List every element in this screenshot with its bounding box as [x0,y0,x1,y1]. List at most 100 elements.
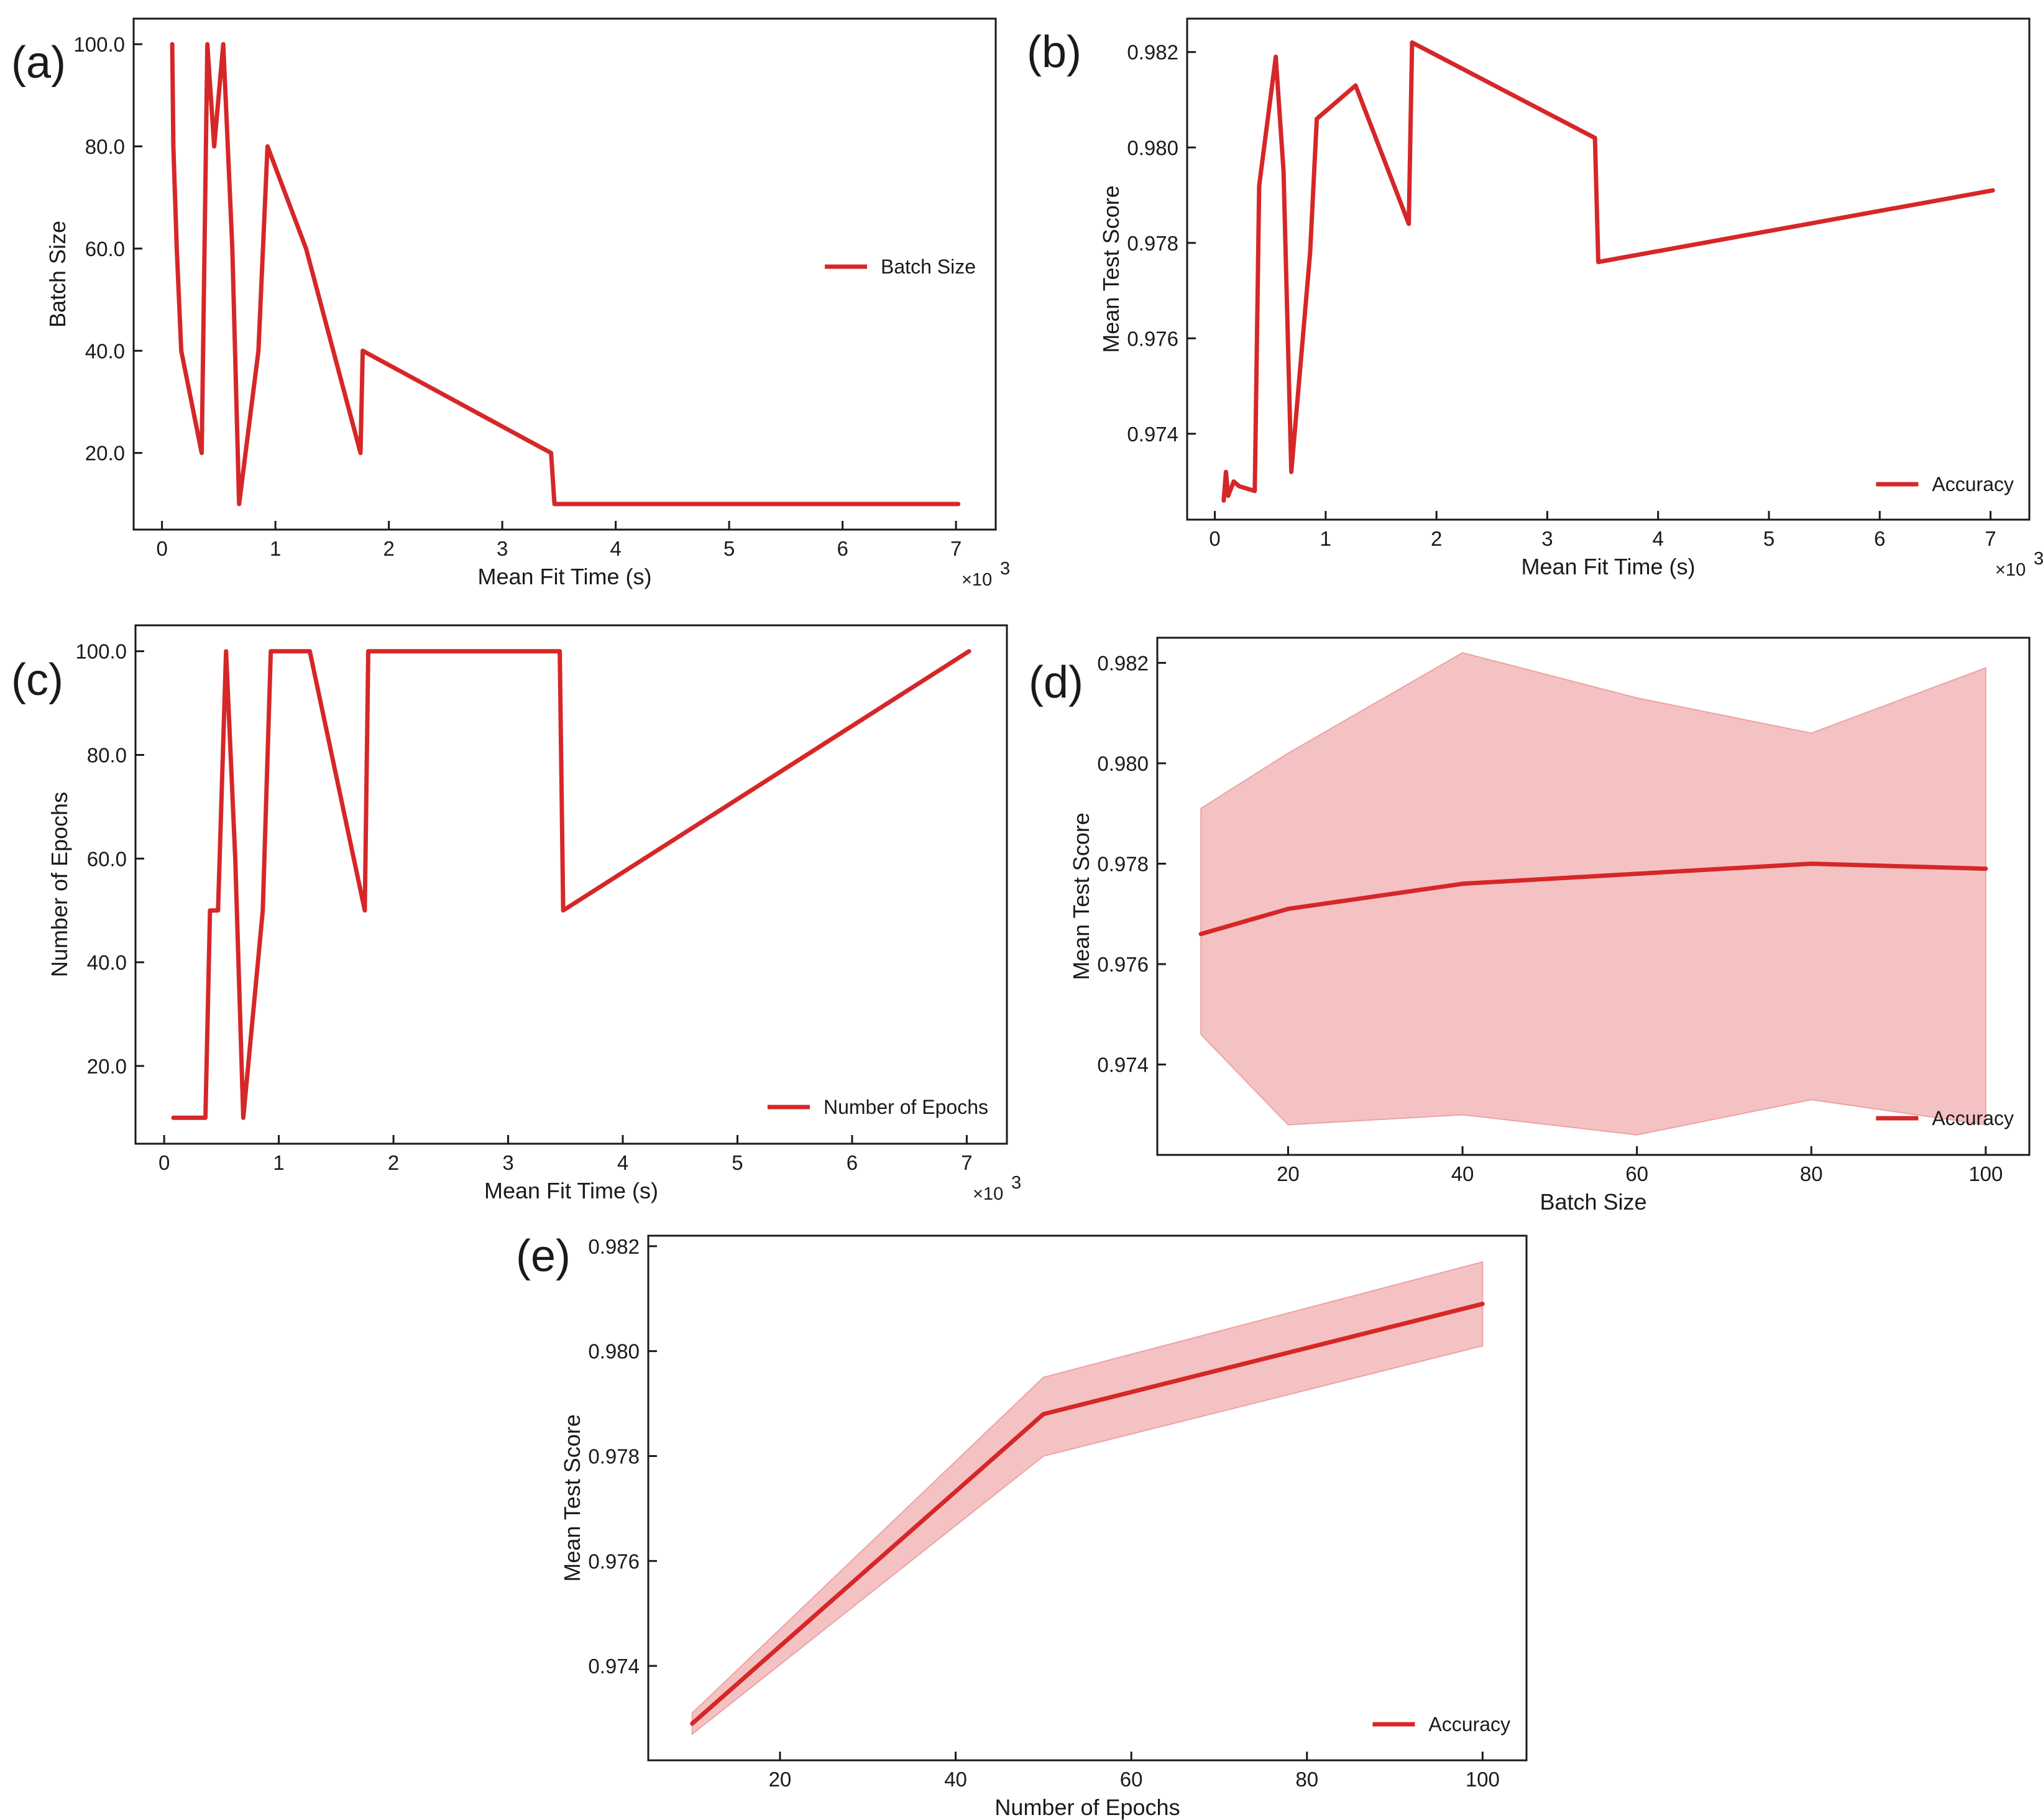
x-axis-label: Mean Fit Time (s) [477,564,651,589]
y-tick-label: 0.978 [588,1445,640,1468]
data-point [968,650,970,653]
x-tick-label: 7 [961,1151,972,1174]
data-point [367,650,370,653]
data-point [206,43,209,45]
x-axis-label: Batch Size [1540,1189,1646,1215]
x-tick-label: 5 [723,537,735,560]
y-tick-label: 100.0 [73,33,125,56]
y-tick-label: 100.0 [75,640,127,663]
data-point [1282,170,1285,173]
data-point [1597,261,1600,264]
y-tick-label: 0.976 [1097,953,1149,976]
series-line [1221,40,1995,503]
data-point [238,503,241,505]
data-point [1594,137,1596,139]
y-tick-label: 20.0 [85,442,125,465]
x-tick-label: 2 [383,537,394,560]
series-line [170,42,961,507]
x-multiplier-label: ×10 [1995,560,2026,580]
x-tick-label: 100 [1466,1768,1500,1791]
data-point [257,349,260,352]
plot-frame [134,624,1008,1145]
legend-label: Batch Size [881,255,976,278]
data-point [1309,251,1311,254]
x-axis-label: Mean Fit Time (s) [1521,554,1695,579]
y-tick-label: 0.974 [1127,423,1178,446]
data-point [217,909,219,912]
x-tick-label: 6 [837,537,848,560]
y-tick-label: 0.980 [1127,136,1178,159]
data-point [1316,117,1318,120]
data-point [305,247,307,250]
data-point [231,247,234,250]
x-tick-label: 4 [617,1151,628,1174]
chart-panel-a: 0 1 2 3 4 5 6 7 20.0 40.0 60.0 80.0 100.0 Mean Fit Ti… [11,17,1010,590]
y-tick-label: 80.0 [87,744,127,767]
x-multiplier-label: ×10 [962,570,992,590]
x-tick-label: 80 [1800,1162,1823,1185]
series-line [690,1302,1485,1726]
x-tick-label: 2 [1431,527,1442,550]
y-tick-label: 0.982 [1097,651,1149,674]
legend-label: Accuracy [1932,473,2014,495]
data-point [308,650,311,653]
x-tick-label: 6 [1874,527,1885,550]
panel-label: (b) [1027,27,1081,77]
y-tick-label: 0.978 [1097,852,1149,875]
y-tick-label: 0.974 [1097,1054,1149,1077]
chart-panel-c: 0 1 2 3 4 5 6 7 20.0 40.0 60.0 80.0 100.0 Mean Fit Ti… [11,624,1021,1204]
data-point [270,650,272,653]
x-multiplier-exponent: 3 [1011,1173,1021,1193]
plot-frame [647,1234,1528,1762]
y-tick-label: 40.0 [85,339,125,362]
data-point [201,452,203,454]
data-point [1224,471,1227,473]
data-point [171,43,173,45]
data-point [180,349,183,352]
x-multiplier-label: ×10 [973,1184,1003,1204]
x-tick-label: 100 [1968,1162,2003,1185]
y-tick-label: 60.0 [85,237,125,260]
confidence-band [1200,652,1986,1136]
data-point [1408,223,1410,225]
x-tick-label: 4 [1653,527,1664,550]
y-tick-label: 0.976 [588,1550,640,1573]
x-tick-label: 60 [1120,1768,1143,1791]
series-line [171,649,971,1120]
confidence-band [691,1261,1484,1735]
legend-label: Number of Epochs [824,1096,988,1118]
data-point [957,503,960,505]
x-multiplier-exponent: 3 [1000,559,1010,579]
series-line [1198,862,1988,937]
data-point [225,650,227,653]
data-point [262,909,264,912]
data-point [172,145,175,148]
data-point [1042,1413,1045,1415]
data-point [359,452,362,454]
data-point [213,145,216,148]
plot-frame [1156,637,2031,1156]
data-point [1254,490,1256,492]
x-tick-label: 3 [1541,527,1553,550]
y-tick-label: 0.974 [588,1655,640,1678]
x-tick-label: 1 [270,537,281,560]
data-point [562,909,564,912]
data-point [242,1116,244,1119]
data-point [1200,933,1202,935]
data-point [364,909,366,912]
x-tick-label: 0 [156,537,167,560]
y-tick-label: 0.982 [588,1235,640,1258]
plot-frame [132,17,997,531]
data-point [266,145,269,148]
x-tick-label: 40 [1451,1162,1474,1185]
x-tick-label: 5 [1763,527,1774,550]
y-tick-label: 0.982 [1127,41,1178,64]
data-point [559,650,561,653]
x-tick-label: 20 [769,1768,792,1791]
y-axis-label: Mean Test Score [1098,185,1124,352]
y-tick-label: 0.980 [588,1340,640,1363]
data-point [1461,883,1464,885]
x-tick-label: 20 [1277,1162,1300,1185]
y-tick-label: 0.980 [1097,752,1149,775]
panel-label: (e) [516,1231,571,1281]
